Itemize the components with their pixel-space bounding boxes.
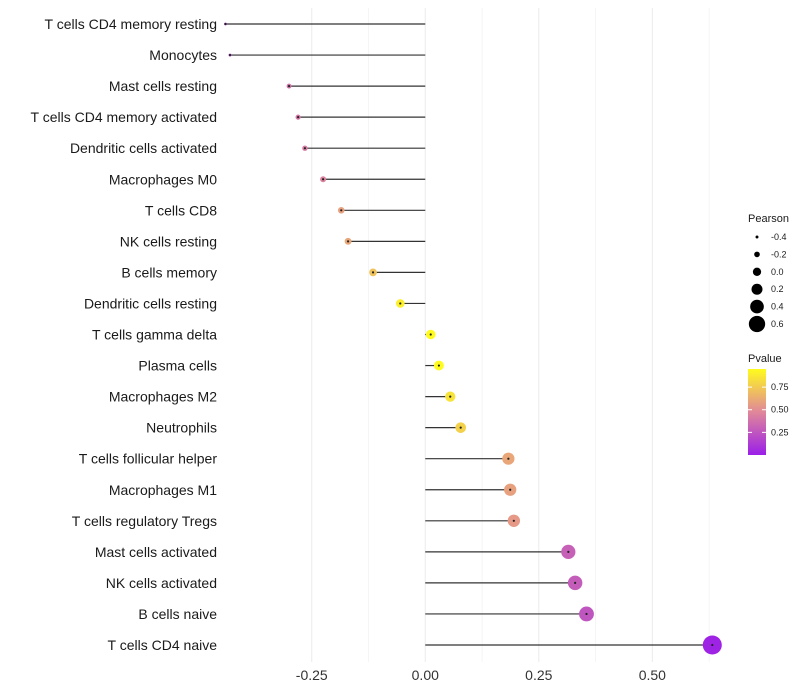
x-axis-ticks: -0.25 0.00 0.25 0.50 bbox=[296, 667, 666, 683]
category-label: Neutrophils bbox=[146, 420, 217, 436]
legend-pearson-key bbox=[755, 235, 759, 239]
point-center-11 bbox=[437, 364, 440, 367]
legend-pearson-key bbox=[752, 267, 762, 276]
category-label: B cells memory bbox=[121, 264, 217, 280]
category-label: T cells CD4 memory activated bbox=[31, 109, 217, 125]
point-center-12 bbox=[449, 395, 452, 398]
legend-pearson-key bbox=[751, 283, 763, 295]
legend-pearson: Pearson -0.4 -0.2 0.0 0.2 0.4 0.6 bbox=[748, 213, 789, 333]
category-label: T cells regulatory Tregs bbox=[72, 513, 217, 529]
category-label: B cells naive bbox=[138, 606, 217, 622]
legend-pearson-key bbox=[748, 315, 766, 333]
legend-pvalue-label: 0.75 bbox=[771, 382, 789, 392]
x-tick-label: 0.50 bbox=[639, 667, 666, 683]
point-center-10 bbox=[429, 333, 432, 336]
category-label: NK cells activated bbox=[106, 575, 217, 591]
y-axis-labels: T cells CD4 memory resting Monocytes Mast … bbox=[31, 16, 218, 653]
category-label: Mast cells activated bbox=[95, 544, 217, 560]
legend-pearson-label: 0.4 bbox=[771, 302, 784, 312]
x-tick-label: -0.25 bbox=[296, 667, 328, 683]
legend-pearson-label: 0.0 bbox=[771, 267, 784, 277]
segments bbox=[225, 23, 713, 646]
point-center-17 bbox=[567, 550, 570, 553]
point-center-2 bbox=[287, 85, 291, 88]
point-center-13 bbox=[459, 426, 462, 429]
legend-pvalue-title: Pvalue bbox=[748, 353, 782, 365]
category-label: T cells CD4 memory resting bbox=[45, 16, 217, 32]
legend-pearson-key bbox=[754, 251, 760, 258]
legend-pearson-key bbox=[750, 299, 764, 314]
point-center-15 bbox=[509, 488, 512, 491]
category-label: T cells CD4 naive bbox=[108, 637, 218, 653]
point-center-5 bbox=[321, 178, 325, 181]
category-label: T cells gamma delta bbox=[92, 327, 217, 343]
point-center-18 bbox=[574, 581, 577, 585]
point-center-6 bbox=[340, 209, 343, 212]
legend-pvalue: Pvalue 0.25 0.50 0.75 bbox=[748, 353, 789, 455]
legend-pearson-title: Pearson bbox=[748, 213, 789, 225]
grid bbox=[311, 8, 710, 662]
legend-pearson-label: 0.2 bbox=[771, 284, 784, 294]
category-label: Macrophages M0 bbox=[109, 171, 217, 187]
point-center-20 bbox=[711, 643, 714, 647]
legend-pearson-label: 0.6 bbox=[771, 319, 784, 329]
category-label: T cells follicular helper bbox=[79, 451, 218, 467]
points bbox=[224, 22, 722, 655]
legend-pearson-label: -0.2 bbox=[771, 249, 787, 259]
point-center-8 bbox=[371, 271, 375, 274]
point-center-7 bbox=[346, 240, 350, 243]
point-center-16 bbox=[512, 519, 515, 522]
point-center-3 bbox=[297, 116, 300, 119]
x-tick-label: 0.00 bbox=[412, 667, 439, 683]
category-label: Dendritic cells resting bbox=[84, 295, 217, 311]
legend-pvalue-label: 0.50 bbox=[771, 405, 789, 415]
category-label: NK cells resting bbox=[120, 233, 217, 249]
category-label: Mast cells resting bbox=[109, 78, 217, 94]
point-center-0 bbox=[224, 22, 227, 26]
category-label: Macrophages M2 bbox=[109, 389, 217, 405]
point-center-19 bbox=[585, 612, 588, 616]
legend-pvalue-label: 0.25 bbox=[771, 427, 789, 437]
category-label: Monocytes bbox=[149, 47, 217, 63]
point-center-14 bbox=[507, 457, 510, 460]
category-label: Plasma cells bbox=[138, 358, 217, 374]
legend-pearson-label: -0.4 bbox=[771, 232, 787, 242]
point-center-1 bbox=[228, 53, 232, 57]
category-label: Macrophages M1 bbox=[109, 482, 217, 498]
point-center-4 bbox=[303, 147, 307, 150]
point-center-9 bbox=[399, 302, 402, 305]
category-label: Dendritic cells activated bbox=[70, 140, 217, 156]
x-tick-label: 0.25 bbox=[525, 667, 552, 683]
legend-pvalue-colorbar bbox=[748, 369, 766, 455]
category-label: T cells CD8 bbox=[145, 202, 217, 218]
